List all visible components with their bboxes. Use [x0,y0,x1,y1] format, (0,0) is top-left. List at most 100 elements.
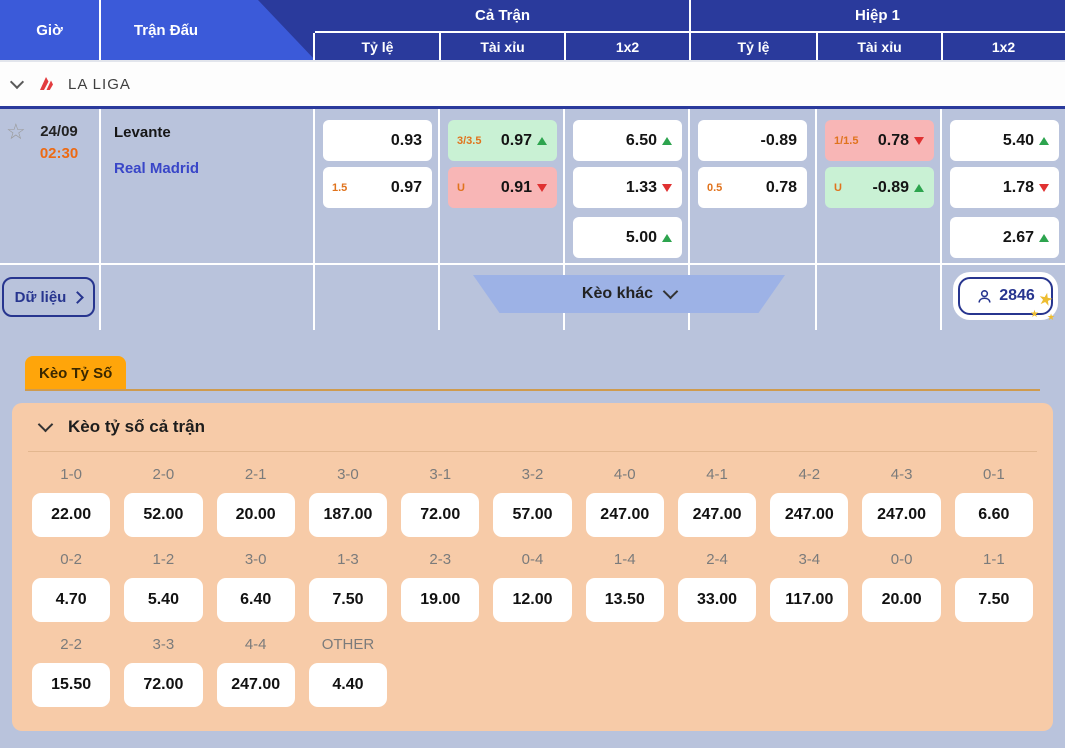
score-label: 1-4 [613,551,636,568]
home-team[interactable]: Levante [114,124,171,141]
score-label: 3-0 [337,466,359,483]
score-odds-button[interactable]: 247.00 [677,493,757,537]
score-label: 2-2 [60,636,82,653]
score-odds-button[interactable]: 57.00 [493,493,572,537]
odds-cell-h1-1[interactable]: 5.40 [950,120,1059,161]
odds-value: 5.00 [625,228,657,246]
score-odds-button[interactable]: 247.00 [585,493,664,537]
score-odds-button[interactable]: 52.00 [124,493,203,537]
score-odds-button[interactable]: 187.00 [308,493,388,537]
chevron-down-icon[interactable] [9,74,25,90]
odds-value: 0.78 [877,131,909,149]
score-odds-button[interactable]: 7.50 [308,578,388,622]
grid-line [940,109,942,330]
score-odds-button[interactable]: 4.40 [308,663,388,707]
handicap-line: 1/1.5 [834,134,859,147]
trend-up-icon [914,183,924,192]
score-grid: 1-0 22.00 2-0 52.00 2-1 20.00 3-0 187.00 3-1 72.0… [12,452,1053,707]
score-odds-button[interactable]: 72.00 [124,663,203,707]
odds-value: 6.50 [625,131,657,149]
score-odds-button[interactable]: 247.00 [770,493,849,537]
chevron-down-icon [662,283,679,300]
score-odds-button[interactable]: 33.00 [677,578,757,622]
odds-cell-h1-under[interactable]: U -0.89 [825,167,934,208]
score-odds-button[interactable]: 20.00 [216,493,295,537]
odds-value: 0.91 [500,178,532,196]
header-left-shape [0,0,315,60]
score-odds-button[interactable]: 6.60 [954,493,1033,537]
col-label: Tỷ lệ [737,38,770,55]
viewers-count-pill[interactable]: 2846 [958,277,1053,315]
away-team[interactable]: Real Madrid [114,160,200,177]
odds-cell-ft-over[interactable]: 3/3.5 0.97 [448,120,557,161]
header-divider [689,0,691,60]
odds-cell-ft-under[interactable]: U 0.91 [448,167,557,208]
star-decoration-icon: ★ [1030,309,1039,320]
odds-cell-h1-over[interactable]: 1/1.5 0.78 [825,120,934,161]
separator [28,451,1037,452]
score-odds-button[interactable]: 19.00 [401,578,480,622]
league-row[interactable]: LA LIGA [0,62,1065,107]
col-ft-1x2: 1x2 [565,33,690,60]
odds-cell-ft-handicap-home[interactable]: 0.93 [323,120,432,161]
grid-line [563,109,565,330]
tab-gio[interactable]: Giờ [0,0,99,60]
col-h1-handicap: Tỷ lệ [690,33,817,60]
score-label: 4-4 [244,636,267,653]
odds-cell-ft-1[interactable]: 6.50 [573,120,682,161]
score-odds-button[interactable]: 13.50 [585,578,664,622]
chevron-right-icon [71,291,85,304]
favorite-star-icon[interactable]: ☆ [6,119,26,144]
score-odds-button[interactable]: 4.70 [32,578,111,622]
handicap-line: U [834,181,842,194]
score-odds-button[interactable]: 117.00 [770,578,849,622]
score-label: 2-0 [152,466,175,483]
group-first-half-label: Hiệp 1 [854,7,900,24]
trend-up-icon [662,136,672,145]
score-odds-button[interactable]: 12.00 [493,578,572,622]
odds-cell-h1-x[interactable]: 1.78 [950,167,1059,208]
col-ft-overunder: Tài xỉu [440,33,565,60]
handicap-line: 0.5 [707,181,723,194]
score-odds-button[interactable]: 247.00 [216,663,295,707]
header-divider [816,33,818,60]
trend-up-icon [1039,233,1049,242]
group-full-time: Cả Trận [315,0,690,31]
tab-correct-score-label: Kèo Tỷ Số [39,365,113,382]
score-row: 2-2 15.50 3-3 72.00 4-4 247.00 OTHER 4.40 [32,628,1033,707]
handicap-line: U [457,181,465,194]
grid-line [99,109,101,330]
tab-correct-score[interactable]: Kèo Tỷ Số [25,356,127,391]
score-odds-button[interactable]: 6.40 [216,578,295,622]
score-odds-button[interactable]: 7.50 [954,578,1033,622]
trend-down-icon [662,183,672,192]
odds-value: 2.67 [1002,228,1034,246]
score-odds-button[interactable]: 22.00 [32,493,111,537]
more-odds-banner[interactable]: Kèo khác [473,275,785,313]
score-label: 4-3 [890,466,913,483]
header-divider [439,33,441,60]
score-odds-button[interactable]: 5.40 [124,578,203,622]
score-odds-button[interactable]: 15.50 [32,663,111,707]
score-label: 4-1 [706,466,728,483]
odds-cell-h1-handicap-home[interactable]: -0.89 [698,120,807,161]
odds-value: -0.89 [872,178,909,196]
odds-cell-h1-2[interactable]: 2.67 [950,217,1059,258]
odds-cell-ft-x[interactable]: 1.33 [573,167,682,208]
odds-cell-ft-2[interactable]: 5.00 [573,217,682,258]
score-row: 1-0 22.00 2-0 52.00 2-1 20.00 3-0 187.00 3-1 72.0… [32,458,1033,537]
data-button[interactable]: Dữ liệu [2,277,95,317]
grid-line [815,109,817,330]
score-odds-button[interactable]: 72.00 [401,493,480,537]
odds-value: 5.40 [1002,131,1034,149]
odds-cell-ft-handicap-away[interactable]: 1.5 0.97 [323,167,432,208]
tab-tran-dau[interactable]: Trận Đấu [101,0,231,60]
header-divider [313,33,315,60]
score-odds-button[interactable]: 20.00 [862,578,941,622]
table-top-border [0,106,1065,109]
score-panel: Kèo tỷ số cả trận 1-0 22.00 2-0 52.00 2-1 20.… [12,403,1053,731]
score-odds-button[interactable]: 247.00 [862,493,941,537]
odds-cell-h1-handicap-away[interactable]: 0.5 0.78 [698,167,807,208]
tab-underline [25,389,1040,391]
score-panel-header[interactable]: Kèo tỷ số cả trận [12,403,1053,451]
